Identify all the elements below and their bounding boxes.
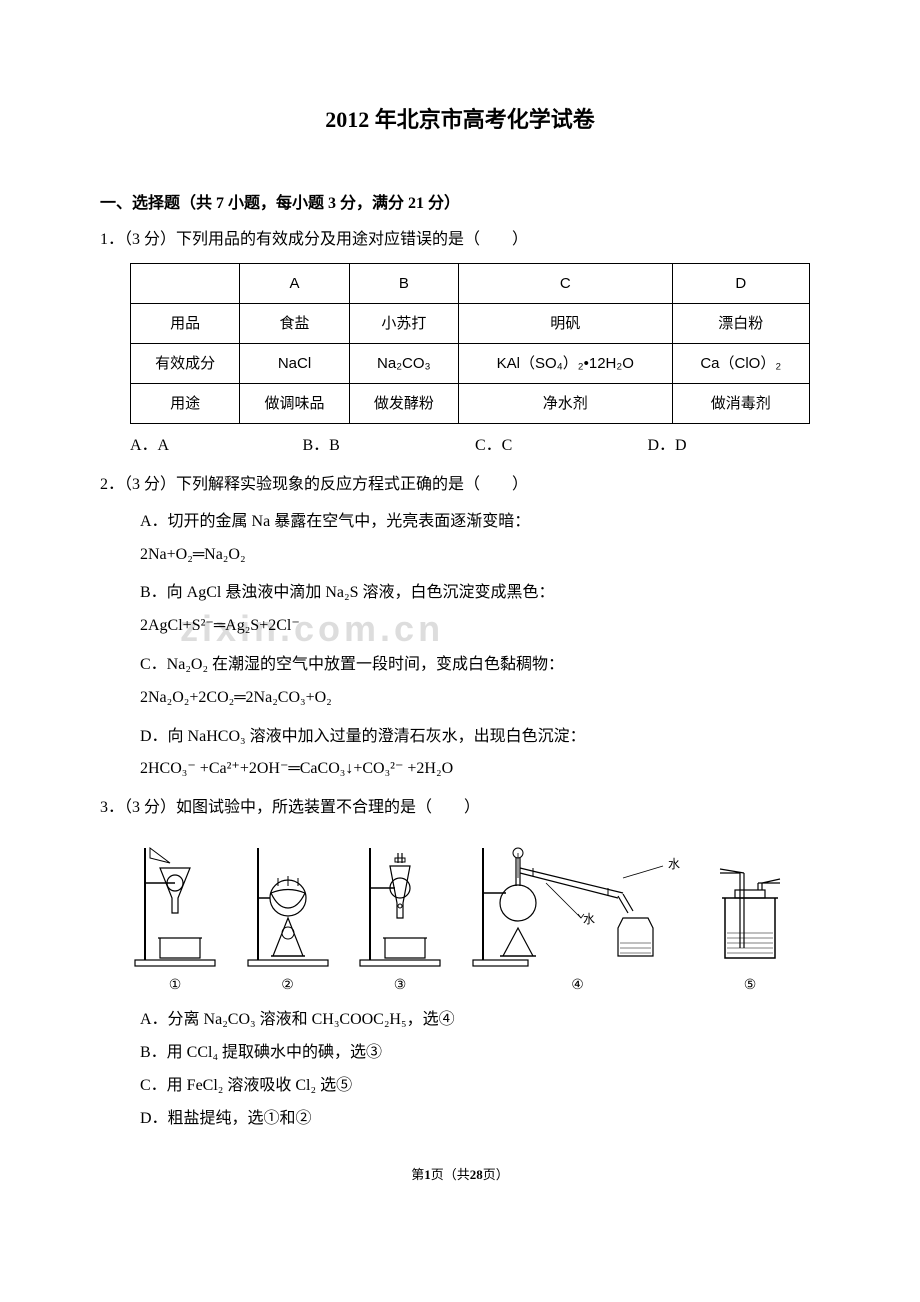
table-cell: 小苏打 [349, 304, 458, 344]
option-b: B．B [303, 432, 476, 461]
q2-option-c-eq: 2Na₂O₂+2CO₂═2Na₂CO₃+O₂ [140, 684, 820, 713]
q3-option-c: C．用 FeCl₂ 溶液吸收 Cl₂ 选⑤ [140, 1072, 820, 1101]
question-2: 2．（3 分）下列解释实验现象的反应方程式正确的是（ ） A．切开的金属 Na … [100, 471, 820, 784]
table-cell: 用品 [131, 304, 240, 344]
separating-funnel-icon [355, 838, 445, 968]
table-cell: Ca（ClO）₂ [672, 344, 809, 384]
table-row: 有效成分 NaCl Na₂CO₃ KAl（SO₄）₂•12H₂O Ca（ClO）… [131, 344, 810, 384]
table-cell: 净水剂 [458, 384, 672, 424]
q2-option-b-eq: 2AgCl+S²⁻═Ag₂S+2Cl⁻ [140, 612, 820, 641]
q3-option-a: A．分离 Na₂CO₃ 溶液和 CH₃COOC₂H₅，选④ [140, 1006, 820, 1035]
distillation-icon: 水 水 [468, 838, 688, 968]
q2-text: 2．（3 分）下列解释实验现象的反应方程式正确的是（ ） [100, 471, 820, 500]
q2-option-b-label: B．向 AgCl 悬浊液中滴加 Na₂S 溶液，白色沉淀变成黑色： [140, 579, 820, 608]
q3-option-d: D．粗盐提纯，选①和② [140, 1105, 820, 1134]
exam-title: 2012 年北京市高考化学试卷 [100, 100, 820, 140]
q1-table: A B C D 用品 食盐 小苏打 明矾 漂白粉 有效成分 NaCl Na₂CO… [130, 263, 810, 424]
footer-total: 28 [470, 1167, 483, 1182]
option-c: C．C [475, 432, 648, 461]
question-3: 3．（3 分）如图试验中，所选装置不合理的是（ ） ① [100, 794, 820, 1133]
table-cell: 做发酵粉 [349, 384, 458, 424]
funnel-stand-icon [130, 838, 220, 968]
q2-option-a-label: A．切开的金属 Na 暴露在空气中，光亮表面逐渐变暗： [140, 508, 820, 537]
table-cell: D [672, 264, 809, 304]
table-row: 用途 做调味品 做发酵粉 净水剂 做消毒剂 [131, 384, 810, 424]
apparatus-1-label: ① [130, 973, 220, 998]
q1-text: 1．（3 分）下列用品的有效成分及用途对应错误的是（ ） [100, 226, 820, 255]
apparatus-4: 水 水 ④ [468, 838, 688, 998]
table-cell: Na₂CO₃ [349, 344, 458, 384]
table-cell: NaCl [240, 344, 349, 384]
q2-option-d-label: D．向 NaHCO₃ 溶液中加入过量的澄清石灰水，出现白色沉淀： [140, 723, 820, 752]
table-cell: 漂白粉 [672, 304, 809, 344]
table-cell: 明矾 [458, 304, 672, 344]
page-footer: 第1页（共28页） [100, 1163, 820, 1186]
footer-prefix: 第 [411, 1167, 424, 1182]
footer-middle: 页（共 [431, 1167, 470, 1182]
water-label-top: 水 [668, 857, 680, 871]
table-cell [131, 264, 240, 304]
footer-suffix: 页） [483, 1167, 509, 1182]
section-heading: 一、选择题（共 7 小题，每小题 3 分，满分 21 分） [100, 190, 820, 219]
apparatus-4-label: ④ [468, 973, 688, 998]
table-row: 用品 食盐 小苏打 明矾 漂白粉 [131, 304, 810, 344]
apparatus-2-label: ② [243, 973, 333, 998]
table-cell: 做调味品 [240, 384, 349, 424]
apparatus-3-label: ③ [355, 973, 445, 998]
q3-option-b: B．用 CCl₄ 提取碘水中的碘，选③ [140, 1039, 820, 1068]
apparatus-5: ⑤ [710, 838, 790, 998]
table-cell: C [458, 264, 672, 304]
apparatus-3: ③ [355, 838, 445, 998]
question-1: 1．（3 分）下列用品的有效成分及用途对应错误的是（ ） A B C D 用品 … [100, 226, 820, 461]
q2-option-c-label: C．Na₂O₂ 在潮湿的空气中放置一段时间，变成白色黏稠物： [140, 651, 820, 680]
option-a: A．A [130, 432, 303, 461]
q2-option-d-eq: 2HCO₃⁻ +Ca²⁺+2OH⁻═CaCO₃↓+CO₃²⁻ +2H₂O [140, 755, 820, 784]
apparatus-1: ① [130, 838, 220, 998]
table-cell: 食盐 [240, 304, 349, 344]
gas-bottle-icon [710, 838, 790, 968]
table-cell: 用途 [131, 384, 240, 424]
table-row: A B C D [131, 264, 810, 304]
q2-option-a-eq: 2Na+O₂═Na₂O₂ [140, 541, 820, 570]
water-label-bottom: 水 [583, 912, 595, 926]
q3-text: 3．（3 分）如图试验中，所选装置不合理的是（ ） [100, 794, 820, 823]
table-cell: 有效成分 [131, 344, 240, 384]
evaporation-icon [243, 838, 333, 968]
table-cell: B [349, 264, 458, 304]
q1-options: A．A B．B C．C D．D [130, 432, 820, 461]
apparatus-2: ② [243, 838, 333, 998]
table-cell: 做消毒剂 [672, 384, 809, 424]
apparatus-row: ① ② [130, 838, 790, 998]
table-cell: KAl（SO₄）₂•12H₂O [458, 344, 672, 384]
table-cell: A [240, 264, 349, 304]
apparatus-5-label: ⑤ [710, 973, 790, 998]
option-d: D．D [648, 432, 821, 461]
